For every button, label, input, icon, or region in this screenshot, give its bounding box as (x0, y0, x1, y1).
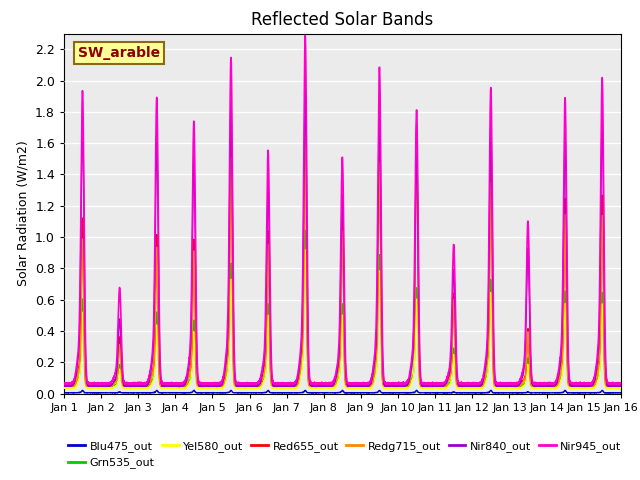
Y-axis label: Solar Radiation (W/m2): Solar Radiation (W/m2) (17, 141, 29, 287)
Title: Reflected Solar Bands: Reflected Solar Bands (252, 11, 433, 29)
Text: SW_arable: SW_arable (78, 46, 160, 60)
Legend: Blu475_out, Grn535_out, Yel580_out, Red655_out, Redg715_out, Nir840_out, Nir945_: Blu475_out, Grn535_out, Yel580_out, Red6… (64, 436, 626, 473)
